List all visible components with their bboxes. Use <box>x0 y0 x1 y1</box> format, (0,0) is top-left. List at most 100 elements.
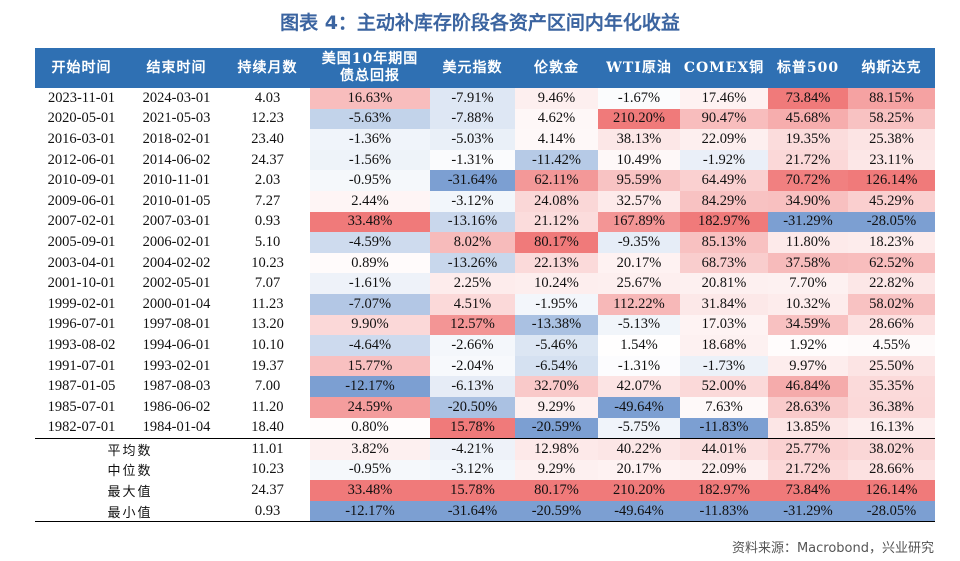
table-cell: -31.64% <box>430 170 515 191</box>
table-cell: -0.95% <box>310 170 430 191</box>
table-row: 2007-02-01 2007-03-01 0.93 33.48% -13.16% 21.… <box>35 211 935 233</box>
column-header: 标普500 <box>768 48 848 88</box>
table-cell: 1993-08-02 <box>47 336 116 353</box>
stat-cell: -3.12% <box>430 459 515 481</box>
table-row: 1982-07-01 1984-01-04 18.40 0.80% 15.78% -20.… <box>35 417 935 439</box>
table-cell: 1999-02-01 <box>47 295 116 312</box>
table-cell: 22.82% <box>848 273 935 294</box>
column-header: COMEX铜 <box>680 48 768 88</box>
stat-cell: 9.29% <box>515 459 598 481</box>
table-cell: 9.46% <box>515 88 598 109</box>
table-cell: -1.36% <box>310 129 430 150</box>
table-cell: 2005-09-01 <box>47 233 116 250</box>
table-cell: 13.20 <box>251 316 284 333</box>
table-cell: 22.09% <box>680 129 768 150</box>
table-cell: 19.35% <box>768 129 848 150</box>
stat-cell: 0.93 <box>225 500 310 523</box>
table-cell: 58.25% <box>848 108 935 130</box>
table-row: 2005-09-01 2006-02-01 5.10 -4.59% 8.02% 80.17… <box>35 232 935 253</box>
table-cell: 1.92% <box>768 335 848 356</box>
table-cell: 2014-06-02 <box>142 151 211 168</box>
returns-table: 开始时间 结束时间 持续月数 美国10年期国债总回报 美元指数 伦敦金 WTI原油 COMEX… <box>35 48 935 523</box>
table-cell: 24.08% <box>515 190 598 212</box>
stat-cell: 11.01 <box>225 438 310 460</box>
stat-cell: -49.64% <box>598 500 680 523</box>
table-cell: 80.17% <box>515 232 598 253</box>
stat-label: 平均数 <box>35 438 225 460</box>
table-cell: -7.07% <box>310 293 430 315</box>
table-cell: 12.57% <box>430 314 515 336</box>
table-cell: -2.66% <box>430 335 515 356</box>
table-cell: -5.46% <box>515 335 598 356</box>
table-cell: 1982-07-01 <box>47 419 116 436</box>
table-cell: 10.32% <box>768 293 848 315</box>
table-cell: 1986-06-02 <box>142 398 211 415</box>
stat-cell: 73.84% <box>768 480 848 501</box>
table-cell: 45.68% <box>768 108 848 130</box>
stat-cell: -0.95% <box>310 459 430 481</box>
table-cell: 9.90% <box>310 314 430 336</box>
table-cell: 126.14% <box>848 170 935 191</box>
stat-cell: 80.17% <box>515 480 598 501</box>
table-cell: 21.12% <box>515 211 598 233</box>
table-cell: 2.25% <box>430 273 515 294</box>
table-cell: 15.78% <box>430 417 515 439</box>
table-cell: 2007-03-01 <box>142 213 211 230</box>
table-cell: 31.84% <box>680 293 768 315</box>
table-cell: 24.37 <box>251 151 284 168</box>
table-cell: -1.31% <box>430 149 515 171</box>
table-cell: 2018-02-01 <box>142 130 211 147</box>
table-cell: 2006-02-01 <box>142 233 211 250</box>
table-header: 开始时间 结束时间 持续月数 美国10年期国债总回报 美元指数 伦敦金 WTI原油 COMEX… <box>35 48 935 88</box>
table-cell: -11.83% <box>680 417 768 439</box>
stat-label: 中位数 <box>107 464 153 480</box>
table-cell: -49.64% <box>598 396 680 418</box>
stat-cell: 25.77% <box>768 438 848 460</box>
table-cell: -5.75% <box>598 417 680 439</box>
table-cell: 70.72% <box>768 170 848 191</box>
stat-cell: 40.22% <box>598 438 680 460</box>
table-cell: 16.63% <box>310 88 430 109</box>
table-cell: 36.38% <box>848 396 935 418</box>
table-cell: 32.57% <box>598 190 680 212</box>
table-row: 2023-11-01 2024-03-01 4.03 16.63% -7.91% 9.46… <box>35 88 935 109</box>
stat-label: 最大值 <box>107 485 153 501</box>
column-header: 美元指数 <box>430 48 515 88</box>
table-cell: -1.73% <box>680 355 768 377</box>
table-row: 1999-02-01 2000-01-04 11.23 -7.07% 4.51% -1.9… <box>35 293 935 315</box>
table-cell: -28.05% <box>848 211 935 233</box>
table-cell: 2007-02-01 <box>47 213 116 230</box>
stat-label: 最小值 <box>35 500 225 523</box>
table-cell: 2002-05-01 <box>142 275 211 292</box>
stat-row: 平均数 11.01 3.82% -4.21% 12.98% 40.22% 44.01% 25.… <box>35 438 935 460</box>
table-cell: -5.03% <box>430 129 515 150</box>
table-cell: -4.59% <box>310 232 430 253</box>
table-cell: 2.44% <box>310 190 430 212</box>
column-header: 美国10年期国债总回报 <box>310 48 430 88</box>
table-cell: -5.63% <box>310 108 430 130</box>
stat-cell: 182.97% <box>680 480 768 501</box>
stat-cell: 15.78% <box>430 480 515 501</box>
column-header: 结束时间 <box>128 48 225 88</box>
table-cell: 182.97% <box>680 211 768 233</box>
table-cell: 2024-03-01 <box>142 89 211 106</box>
table-row: 2003-04-01 2004-02-02 10.23 0.89% -13.26% 22.… <box>35 252 935 274</box>
table-cell: 7.70% <box>768 273 848 294</box>
table-cell: -1.61% <box>310 273 430 294</box>
table-cell: 2.03 <box>254 172 281 189</box>
table-cell: -1.92% <box>680 149 768 171</box>
stat-cell: -28.05% <box>848 500 935 523</box>
stat-cell: 24.37 <box>251 482 284 499</box>
table-cell: 1987-01-05 <box>47 378 116 395</box>
table-cell: 73.84% <box>768 88 848 109</box>
page-title: 图表 4：主动补库存阶段各资产区间内年化收益 <box>280 12 680 34</box>
stat-cell: -12.17% <box>310 500 430 523</box>
stat-cell: 28.66% <box>848 459 935 481</box>
table-cell: 0.89% <box>310 252 430 274</box>
table-cell: 17.03% <box>680 314 768 336</box>
table-row: 2016-03-01 2018-02-01 23.40 -1.36% -5.03% 4.1… <box>35 129 935 150</box>
table-cell: 42.07% <box>598 376 680 397</box>
stat-cell: -31.64% <box>430 500 515 523</box>
table-cell: 13.85% <box>768 417 848 439</box>
table-cell: -6.54% <box>515 355 598 377</box>
